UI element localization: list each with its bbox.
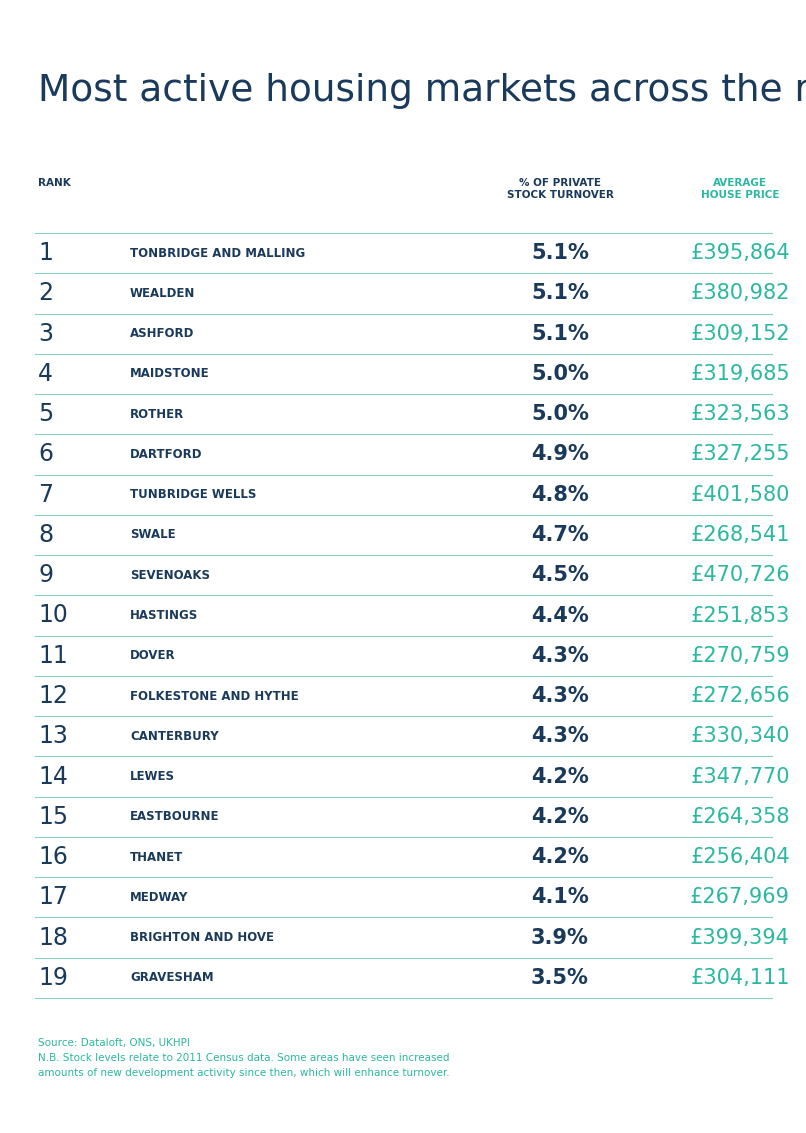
Text: £330,340: £330,340 bbox=[690, 726, 790, 747]
Text: 9: 9 bbox=[38, 563, 53, 587]
Text: 4.5%: 4.5% bbox=[531, 565, 589, 586]
Text: THANET: THANET bbox=[130, 851, 183, 863]
Text: SEVENOAKS: SEVENOAKS bbox=[130, 569, 210, 581]
Text: £323,563: £323,563 bbox=[690, 404, 790, 424]
Text: 18: 18 bbox=[38, 926, 68, 949]
Text: EASTBOURNE: EASTBOURNE bbox=[130, 810, 219, 824]
Text: 12: 12 bbox=[38, 684, 68, 708]
Text: DARTFORD: DARTFORD bbox=[130, 448, 202, 461]
Text: £309,152: £309,152 bbox=[690, 324, 790, 343]
Text: 3.5%: 3.5% bbox=[531, 968, 589, 988]
Text: GRAVESHAM: GRAVESHAM bbox=[130, 971, 214, 985]
Text: LEWES: LEWES bbox=[130, 770, 175, 783]
Text: 4.9%: 4.9% bbox=[531, 444, 589, 465]
Text: £470,726: £470,726 bbox=[690, 565, 790, 586]
Text: 16: 16 bbox=[38, 845, 68, 869]
Text: ROTHER: ROTHER bbox=[130, 408, 185, 420]
Text: £319,685: £319,685 bbox=[690, 364, 790, 384]
Text: 3: 3 bbox=[38, 322, 53, 346]
Text: 19: 19 bbox=[38, 965, 68, 990]
Text: Most active housing markets across the region: Most active housing markets across the r… bbox=[38, 73, 806, 109]
Text: £268,541: £268,541 bbox=[690, 525, 790, 545]
Text: 4.7%: 4.7% bbox=[531, 525, 589, 545]
Text: 8: 8 bbox=[38, 523, 53, 547]
Text: 5.0%: 5.0% bbox=[531, 364, 589, 384]
Text: £270,759: £270,759 bbox=[690, 646, 790, 666]
Text: TUNBRIDGE WELLS: TUNBRIDGE WELLS bbox=[130, 488, 256, 501]
Text: 6: 6 bbox=[38, 443, 53, 467]
Text: 5: 5 bbox=[38, 402, 53, 426]
Text: TONBRIDGE AND MALLING: TONBRIDGE AND MALLING bbox=[130, 247, 305, 259]
Text: 5.1%: 5.1% bbox=[531, 283, 589, 304]
Text: 4.2%: 4.2% bbox=[531, 847, 589, 867]
Text: CANTERBURY: CANTERBURY bbox=[130, 730, 218, 743]
Text: 2: 2 bbox=[38, 281, 53, 306]
Text: 4.2%: 4.2% bbox=[531, 807, 589, 827]
Text: 3.9%: 3.9% bbox=[531, 928, 589, 947]
Text: 1: 1 bbox=[38, 241, 53, 265]
Text: 4.3%: 4.3% bbox=[531, 685, 589, 706]
Text: £264,358: £264,358 bbox=[690, 807, 790, 827]
Text: 4.4%: 4.4% bbox=[531, 605, 589, 625]
Text: £327,255: £327,255 bbox=[690, 444, 790, 465]
Text: MEDWAY: MEDWAY bbox=[130, 891, 189, 904]
Text: £251,853: £251,853 bbox=[690, 605, 790, 625]
Text: 14: 14 bbox=[38, 765, 68, 789]
Text: £267,969: £267,969 bbox=[690, 887, 790, 908]
Text: HASTINGS: HASTINGS bbox=[130, 610, 198, 622]
Text: 17: 17 bbox=[38, 885, 68, 910]
Text: ASHFORD: ASHFORD bbox=[130, 327, 194, 340]
Text: AVERAGE
HOUSE PRICE: AVERAGE HOUSE PRICE bbox=[700, 178, 779, 199]
Text: 13: 13 bbox=[38, 724, 68, 748]
Text: BRIGHTON AND HOVE: BRIGHTON AND HOVE bbox=[130, 931, 274, 944]
Text: MAIDSTONE: MAIDSTONE bbox=[130, 367, 210, 381]
Text: 7: 7 bbox=[38, 483, 53, 506]
Text: 4.3%: 4.3% bbox=[531, 646, 589, 666]
Text: Source: Dataloft, ONS, UKHPI
N.B. Stock levels relate to 2011 Census data. Some : Source: Dataloft, ONS, UKHPI N.B. Stock … bbox=[38, 1038, 450, 1077]
Text: 11: 11 bbox=[38, 644, 68, 667]
Text: £399,394: £399,394 bbox=[690, 928, 790, 947]
Text: £256,404: £256,404 bbox=[690, 847, 790, 867]
Text: £380,982: £380,982 bbox=[690, 283, 790, 304]
Text: £304,111: £304,111 bbox=[690, 968, 790, 988]
Text: £272,656: £272,656 bbox=[690, 685, 790, 706]
Text: 15: 15 bbox=[38, 804, 69, 829]
Text: 4.2%: 4.2% bbox=[531, 767, 589, 786]
Text: £395,864: £395,864 bbox=[690, 244, 790, 263]
Text: 5.1%: 5.1% bbox=[531, 324, 589, 343]
Text: 4.3%: 4.3% bbox=[531, 726, 589, 747]
Text: 4: 4 bbox=[38, 361, 53, 386]
Text: DOVER: DOVER bbox=[130, 649, 176, 663]
Text: 5.0%: 5.0% bbox=[531, 404, 589, 424]
Text: WEALDEN: WEALDEN bbox=[130, 287, 195, 300]
Text: RANK: RANK bbox=[38, 178, 71, 188]
Text: £401,580: £401,580 bbox=[690, 485, 790, 504]
Text: 10: 10 bbox=[38, 604, 68, 628]
Text: 4.1%: 4.1% bbox=[531, 887, 589, 908]
Text: 4.8%: 4.8% bbox=[531, 485, 589, 504]
Text: % OF PRIVATE
STOCK TURNOVER: % OF PRIVATE STOCK TURNOVER bbox=[506, 178, 613, 199]
Text: 5.1%: 5.1% bbox=[531, 244, 589, 263]
Text: SWALE: SWALE bbox=[130, 528, 176, 542]
Text: £347,770: £347,770 bbox=[690, 767, 790, 786]
Text: FOLKESTONE AND HYTHE: FOLKESTONE AND HYTHE bbox=[130, 690, 299, 702]
